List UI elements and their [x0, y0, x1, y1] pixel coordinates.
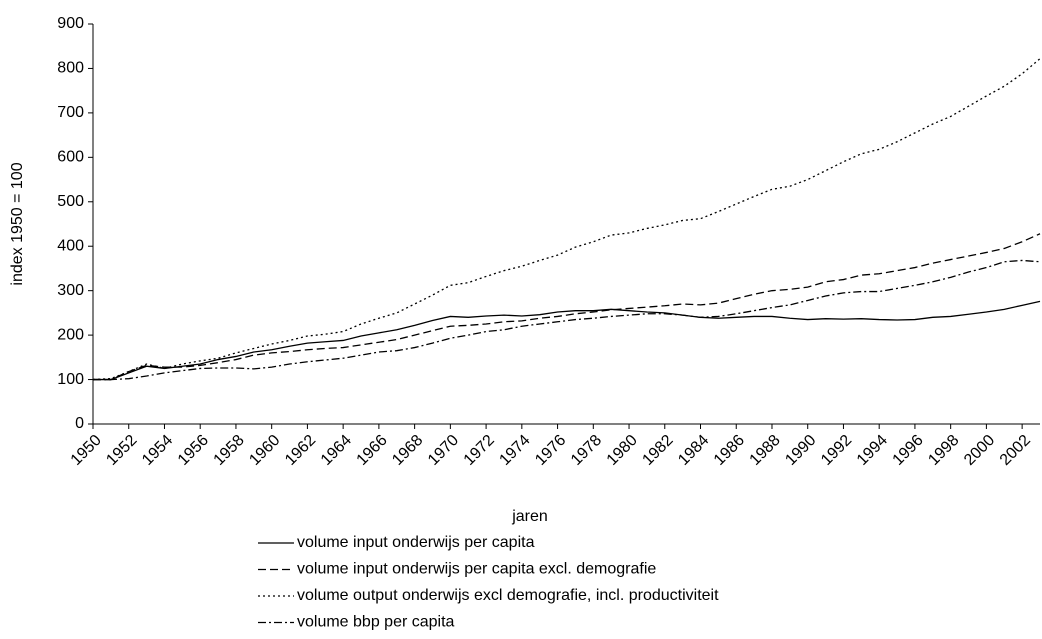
- x-tick-label: 1986: [711, 432, 748, 469]
- x-tick-label: 1982: [639, 432, 676, 469]
- y-tick-label: 800: [57, 60, 84, 77]
- x-tick-label: 2002: [997, 432, 1034, 469]
- x-tick-label: 1956: [175, 432, 212, 469]
- x-tick-label: 1954: [139, 432, 176, 469]
- x-tick-label: 1970: [425, 432, 462, 469]
- x-tick-label: 1950: [68, 432, 105, 469]
- x-tick-label: 1992: [818, 432, 855, 469]
- y-tick-label: 300: [57, 282, 84, 299]
- x-tick-label: 1960: [246, 432, 283, 469]
- x-tick-label: 1966: [354, 432, 391, 469]
- x-tick-label: 1968: [389, 432, 426, 469]
- x-tick-label: 1976: [532, 432, 569, 469]
- y-tick-label: 500: [57, 193, 84, 210]
- legend-label: volume input onderwijs per capita excl. …: [297, 561, 656, 578]
- y-tick-label: 900: [57, 15, 84, 32]
- x-tick-label: 1952: [103, 432, 140, 469]
- x-tick-label: 1974: [496, 432, 533, 469]
- x-tick-label: 1980: [604, 432, 641, 469]
- y-tick-label: 0: [75, 415, 84, 432]
- x-axis-label: jaren: [511, 508, 548, 525]
- x-tick-label: 1998: [925, 432, 962, 469]
- y-tick-label: 100: [57, 371, 84, 388]
- x-tick-label: 1972: [461, 432, 498, 469]
- x-tick-label: 1964: [318, 432, 355, 469]
- series-line: [93, 259, 1041, 381]
- legend-label: volume output onderwijs excl demografie,…: [297, 587, 719, 604]
- y-axis-label: index 1950 = 100: [9, 162, 26, 285]
- y-tick-label: 600: [57, 149, 84, 166]
- series-line: [93, 233, 1041, 381]
- x-tick-label: 1994: [854, 432, 891, 469]
- x-tick-label: 1988: [747, 432, 784, 469]
- x-tick-label: 1978: [568, 432, 605, 469]
- series-line: [92, 58, 1041, 381]
- legend-label: volume bbp per capita: [297, 614, 455, 631]
- x-tick-label: 1996: [890, 432, 927, 469]
- y-tick-label: 700: [57, 104, 84, 121]
- x-tick-label: 2000: [961, 432, 998, 469]
- y-tick-label: 400: [57, 237, 84, 254]
- x-tick-label: 1958: [211, 432, 248, 469]
- x-tick-label: 1990: [782, 432, 819, 469]
- legend-label: volume input onderwijs per capita: [297, 534, 535, 551]
- x-tick-label: 1962: [282, 432, 319, 469]
- y-tick-label: 200: [57, 326, 84, 343]
- series-line: [93, 300, 1041, 381]
- x-tick-label: 1984: [675, 432, 712, 469]
